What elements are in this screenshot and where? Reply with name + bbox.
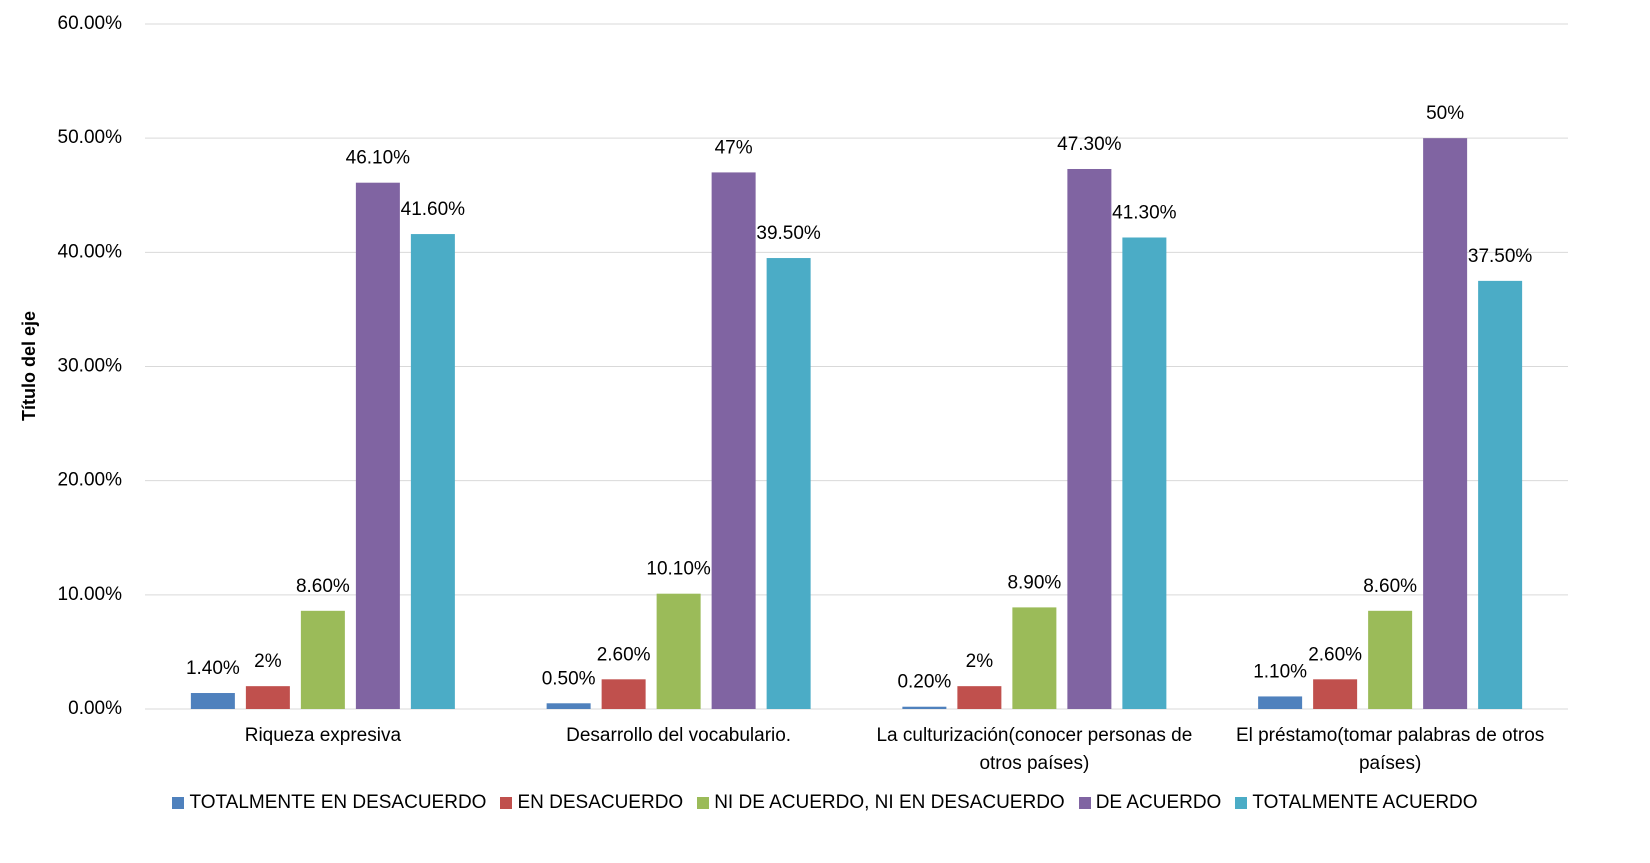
data-label: 2%: [254, 651, 282, 672]
bar: [1423, 138, 1468, 709]
legend-label: TOTALMENTE ACUERDO: [1252, 792, 1478, 813]
x-tick-label: El préstamo(tomar palabras de otros país…: [1235, 725, 1545, 774]
legend-item: TOTALMENTE EN DESACUERDO: [172, 792, 486, 814]
data-label: 2%: [966, 651, 994, 672]
bar: [190, 693, 235, 709]
bar: [1067, 168, 1112, 709]
bar: [656, 593, 701, 709]
data-label: 39.50%: [756, 223, 821, 244]
legend-label: NI DE ACUERDO, NI EN DESACUERDO: [714, 792, 1065, 813]
x-tick-label-box: El préstamo(tomar palabras de otros país…: [1235, 725, 1545, 774]
x-tick-label-box: La culturización(conocer personas de otr…: [876, 725, 1193, 774]
data-label: 8.60%: [1363, 576, 1417, 597]
data-label: 37.50%: [1468, 246, 1533, 267]
data-label: 8.60%: [296, 576, 350, 597]
data-label: 10.10%: [646, 559, 711, 580]
bar: [1122, 237, 1167, 709]
bar: [245, 686, 290, 709]
bar: [1478, 280, 1523, 709]
legend-swatch: [1078, 797, 1091, 809]
x-tick-label: La culturización(conocer personas de otr…: [876, 725, 1193, 774]
y-tick-label: 60.00%: [58, 13, 123, 34]
bar: [766, 258, 811, 709]
legend: TOTALMENTE EN DESACUERDO EN DESACUERDO NI …: [0, 792, 1650, 814]
legend-swatch: [697, 797, 710, 809]
y-tick-label: 10.00%: [58, 584, 123, 605]
data-label: 1.40%: [186, 658, 240, 679]
data-label: 8.90%: [1007, 572, 1061, 593]
bar: [1313, 679, 1358, 709]
legend-label: DE ACUERDO: [1095, 792, 1222, 813]
y-axis-title: Título del eje: [19, 311, 39, 421]
bar: [601, 679, 646, 709]
data-label: 41.30%: [1112, 203, 1177, 224]
y-tick-label: 20.00%: [58, 470, 123, 491]
bar: [1012, 607, 1057, 709]
data-label: 0.50%: [542, 668, 596, 689]
bar: [902, 706, 947, 709]
data-label: 47%: [715, 137, 753, 158]
bar: [1258, 696, 1303, 709]
x-tick-label: Riqueza expresiva: [244, 725, 402, 746]
y-tick-label: 30.00%: [58, 356, 123, 377]
legend-item: EN DESACUERDO: [500, 792, 683, 814]
legend-swatch: [500, 797, 513, 809]
data-label: 0.20%: [897, 672, 951, 693]
legend-item: DE ACUERDO: [1078, 792, 1222, 814]
bar: [546, 703, 591, 709]
data-label: 41.60%: [401, 199, 466, 220]
x-tick-label-box: Riqueza expresiva: [244, 725, 402, 746]
bar: [300, 610, 345, 709]
legend-label: EN DESACUERDO: [517, 792, 684, 813]
data-label: 2.60%: [597, 644, 651, 665]
bar: [711, 172, 756, 709]
data-label: 1.10%: [1253, 661, 1307, 682]
x-tick-label: Desarrollo del vocabulario.: [566, 725, 792, 746]
bar: [957, 686, 1002, 709]
data-label: 47.30%: [1057, 134, 1122, 155]
y-tick-label: 50.00%: [58, 127, 123, 148]
legend-swatch: [172, 797, 185, 809]
x-tick-label-box: Desarrollo del vocabulario.: [566, 725, 792, 746]
legend-item: TOTALMENTE ACUERDO: [1235, 792, 1478, 814]
chart-svg: Título del eje 0.00% 10.00% 20.00% 30.00% 40…: [19, 13, 1568, 774]
y-tick-label: 0.00%: [68, 698, 122, 719]
data-label: 2.60%: [1308, 644, 1362, 665]
legend-swatch: [1235, 797, 1248, 809]
data-label: 46.10%: [346, 148, 411, 169]
bar: [410, 234, 455, 710]
y-tick-label: 40.00%: [58, 241, 123, 262]
bar: [355, 182, 400, 710]
bar: [1368, 610, 1413, 709]
legend-item: NI DE ACUERDO, NI EN DESACUERDO: [697, 792, 1065, 814]
legend-label: TOTALMENTE EN DESACUERDO: [189, 792, 487, 813]
data-label: 50%: [1426, 103, 1464, 124]
